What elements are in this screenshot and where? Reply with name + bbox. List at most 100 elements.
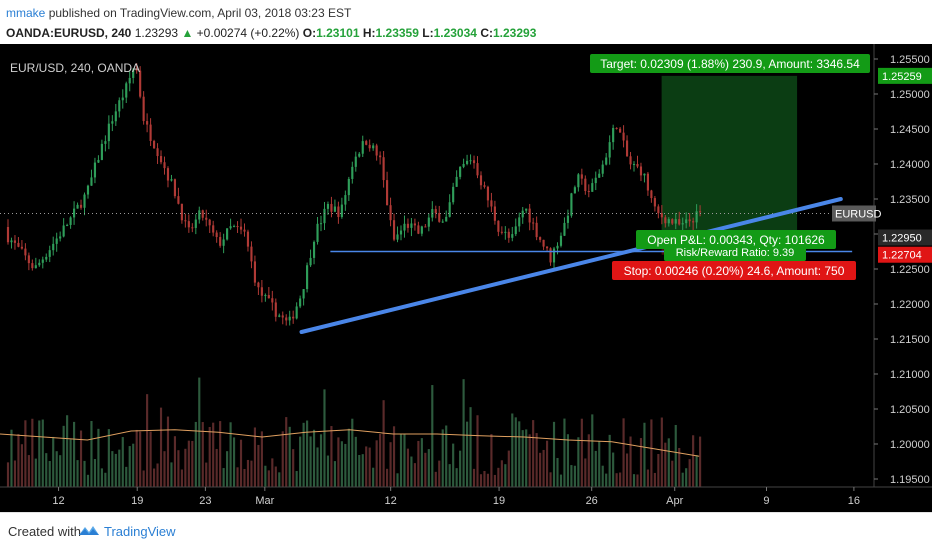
target-label: Target: 0.02309 (1.88%) 230.9, Amount: 3… [600, 57, 860, 71]
candle-body [159, 156, 163, 163]
candle-body [379, 155, 382, 158]
candle-body [386, 180, 389, 206]
up-arrow-icon: ▲ [181, 26, 194, 40]
volume-bar [347, 428, 350, 487]
volume-bar [427, 449, 430, 487]
author-link[interactable]: mmake [6, 6, 46, 20]
candle-body [31, 263, 34, 269]
high-value: 1.23359 [375, 26, 419, 40]
candle-body [306, 265, 309, 290]
volume-bar [368, 447, 371, 487]
volume-bar [79, 430, 83, 487]
volume-bar [111, 451, 114, 487]
volume-bar [514, 417, 517, 487]
candle-body [97, 159, 100, 163]
candle-body [365, 141, 368, 145]
volume-bar [121, 437, 124, 487]
volume-bar [629, 436, 632, 487]
volume-bar [312, 429, 316, 487]
tradingview-brand-link[interactable]: TradingView [104, 524, 176, 539]
volume-bar [392, 426, 396, 487]
price-axis[interactable]: 1.255001.250001.245001.240001.235001.230… [832, 44, 932, 487]
candle-body [302, 289, 305, 299]
candle-body [299, 298, 302, 307]
volume-bar [657, 453, 660, 487]
volume-bar [48, 461, 51, 487]
volume-bar [587, 434, 590, 487]
volume-bar [375, 440, 378, 487]
candle-body [476, 163, 479, 176]
volume-bar [267, 470, 270, 487]
candle-body [135, 69, 138, 71]
candle-body [382, 157, 385, 181]
candle-body [285, 317, 288, 321]
candle-body [375, 145, 378, 156]
volume-bar [52, 436, 55, 487]
candle-body [177, 196, 180, 204]
candle-body [6, 227, 10, 243]
candle-body [257, 282, 260, 288]
candle-body [389, 205, 392, 221]
price-tick-label: 1.24500 [890, 124, 930, 136]
volume-bar [399, 434, 403, 487]
volume-bar [632, 474, 636, 487]
volume-bar [337, 437, 340, 487]
volume-bar [260, 431, 263, 487]
volume-bar [59, 455, 62, 487]
volume-bar [577, 437, 580, 487]
candle-body [323, 208, 326, 224]
candle-body [580, 174, 583, 179]
volume-bar [403, 434, 406, 487]
candle-body [232, 226, 236, 228]
volume-bar [132, 443, 135, 487]
candle-body [413, 223, 416, 226]
candle-body [469, 160, 472, 162]
volume-bar [479, 474, 483, 487]
volume-bar [681, 472, 684, 487]
volume-bar [205, 462, 208, 487]
volume-bar [448, 464, 451, 487]
candle-body [525, 208, 528, 211]
close-value: 1.23293 [492, 26, 537, 40]
volume-bar [535, 433, 538, 487]
volume-bar [525, 429, 528, 487]
volume-bar [309, 436, 312, 487]
time-axis[interactable]: 12 19 23 Mar 12 19 26 Apr 9 16 [0, 486, 932, 512]
candle-body [462, 163, 465, 167]
volume-bar [264, 465, 267, 487]
candle-body [86, 185, 90, 195]
volume-bar [598, 441, 601, 487]
volume-bar [333, 461, 336, 487]
volume-bar [413, 463, 416, 487]
volume-bar [528, 434, 531, 487]
candle-body [163, 162, 166, 169]
trendline[interactable] [299, 197, 843, 334]
candle-body [62, 225, 65, 237]
volume-bar [552, 421, 556, 487]
volume-bar [469, 407, 472, 487]
candle-body [643, 173, 646, 176]
candle-body [246, 231, 250, 247]
target-price-tag-tag [878, 67, 932, 84]
volume-bar [194, 421, 197, 487]
volume-bar [452, 443, 455, 487]
volume-bar [184, 448, 187, 487]
volume-bar [490, 434, 493, 487]
volume-bar [556, 457, 559, 487]
volume-bar [149, 431, 152, 487]
time-tick-label: Mar [255, 495, 274, 507]
symbol-label: OANDA:EURUSD, 240 [6, 26, 132, 40]
volume-bar [455, 468, 458, 487]
price-tick-label: 1.24000 [890, 159, 930, 171]
candle-body [639, 166, 643, 176]
candle-body [41, 259, 44, 263]
volume-bar [86, 474, 90, 487]
candle-body [486, 186, 490, 201]
entry-price-tag-tag [878, 229, 932, 246]
position-labels: Target: 0.02309 (1.88%) 230.9, Amount: 3… [590, 54, 870, 280]
candle-body [59, 236, 62, 239]
price-tick-label: 1.25000 [890, 89, 930, 101]
volume-bar [319, 434, 323, 487]
price-chart[interactable]: Target: 0.02309 (1.88%) 230.9, Amount: 3… [0, 44, 932, 512]
volume-bar [521, 430, 524, 487]
